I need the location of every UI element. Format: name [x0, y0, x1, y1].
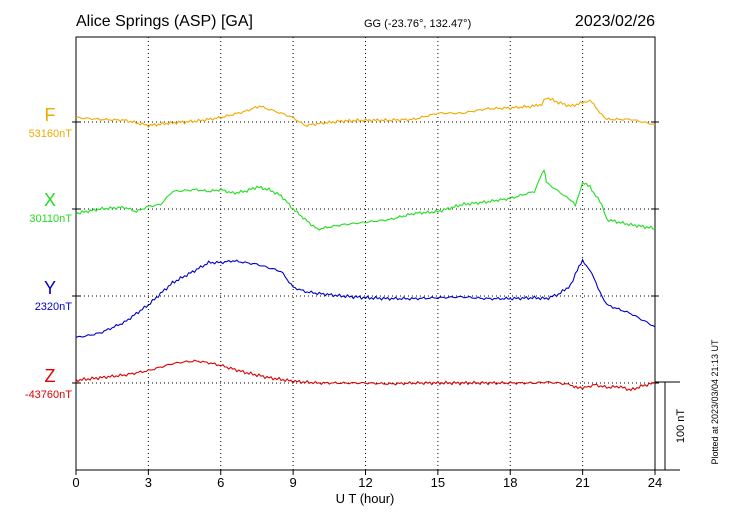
x-tick-label: 0 [72, 475, 79, 490]
plot-date: 2023/02/26 [575, 13, 655, 30]
component-label-z: Z [45, 366, 56, 386]
component-label-x: X [44, 190, 56, 210]
x-tick-label: 6 [217, 475, 224, 490]
baseline-value-z: -43760nT [25, 389, 72, 401]
station-title: Alice Springs (ASP) [GA] [76, 13, 253, 30]
x-tick-label: 24 [648, 475, 662, 490]
grid [72, 36, 659, 471]
x-tick-label: 12 [358, 475, 372, 490]
x-tick-label: 15 [431, 475, 445, 490]
component-label-f: F [45, 105, 56, 125]
x-tick-label: 18 [503, 475, 517, 490]
baseline-value-f: 53160nT [29, 128, 73, 140]
station-coords: GG (-23.76°, 132.47°) [364, 18, 471, 30]
component-labels: F 53160nT X 30110nT Y 2320nT Z -43760nT [25, 105, 72, 401]
baseline-value-x: 30110nT [29, 213, 72, 225]
x-axis: 0 3 6 9 12 15 18 21 24 [72, 470, 662, 490]
series-line-y [75, 258, 656, 339]
x-axis-label: U T (hour) [336, 491, 395, 506]
series-line-x [75, 168, 656, 231]
series-line-z [75, 359, 656, 392]
x-tick-label: 21 [575, 475, 589, 490]
series-line-f [75, 97, 656, 129]
x-tick-label: 9 [290, 475, 297, 490]
scale-bar-label: 100 nT [675, 409, 687, 444]
scale-bar: 100 nT [655, 381, 687, 471]
plotted-timestamp: Plotted at 2023/03/04 21:13 UT [710, 339, 720, 465]
x-tick-label: 3 [145, 475, 152, 490]
component-label-y: Y [44, 278, 56, 298]
series-group [75, 97, 656, 392]
baseline-value-y: 2320nT [35, 301, 73, 313]
